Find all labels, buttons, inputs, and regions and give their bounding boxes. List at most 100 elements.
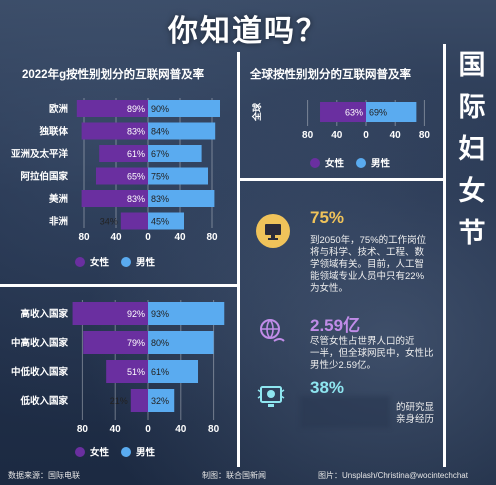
legend-label-male: 男性	[371, 158, 391, 170]
x-tick-label: 40	[174, 232, 186, 243]
x-tick-label: 80	[77, 424, 89, 435]
x-tick-label: 40	[110, 424, 122, 435]
x-tick-label: 40	[390, 130, 402, 141]
data-label-female: 61%	[127, 149, 145, 159]
header: 你知道吗？	[0, 0, 496, 48]
stat-text-1: 到2050年，75%的工作岗位 将与科学、技术、工程、数 学领域有关。目前，人工…	[310, 235, 427, 294]
side-title-char: 国	[458, 50, 486, 80]
bar-male	[148, 167, 208, 185]
bar-female	[106, 360, 148, 383]
x-tick-label: 80	[208, 424, 220, 435]
footer-photo-credit: 图片：Unsplash/Christina@wocintechchat	[318, 471, 468, 480]
bar-female	[96, 167, 148, 185]
data-label-male: 80%	[151, 338, 169, 348]
chart-regions: 80 40 0 40 80 89% 90% 欧洲 83% 84% 独联体 61% 67% 亚洲及太平洋 65…	[11, 98, 220, 269]
side-title-char: 妇	[458, 134, 486, 164]
bar-male	[148, 360, 199, 383]
stat-text-2: 尽管女性占世界人口的近 一半，但全球网民中，女性比 男性少2.59亿。	[310, 336, 434, 371]
category-label: 独联体	[38, 126, 68, 138]
legend-swatch-female	[75, 257, 85, 267]
bar-female	[99, 145, 148, 162]
bar-male	[148, 212, 184, 230]
legend-swatch-male	[121, 257, 131, 267]
bar-female	[120, 212, 148, 230]
x-tick-label: 80	[78, 232, 90, 243]
legend-swatch-male	[356, 158, 366, 168]
bar-male	[366, 102, 417, 122]
data-label-male: 32%	[151, 396, 169, 406]
category-label: 阿拉伯国家	[20, 171, 68, 183]
x-tick-label: 40	[331, 130, 343, 141]
divider-horizontal-right	[240, 178, 446, 181]
x-tick-label: 40	[110, 232, 122, 243]
category-label: 中高收入国家	[11, 337, 69, 349]
stat-number-3: 38%	[310, 378, 345, 397]
chart-income: 80 40 0 40 80 92% 93% 高收入国家 79% 80% 中高收入国家 51% 61% 中低…	[11, 300, 225, 459]
globe-hand-icon	[256, 315, 288, 347]
bar-male	[148, 302, 225, 325]
photo-overlay	[300, 396, 390, 428]
bar-female	[130, 389, 148, 412]
data-label-female: 92%	[127, 309, 145, 319]
divider-horizontal-left	[0, 284, 240, 287]
data-label-female: 79%	[127, 338, 145, 348]
bar-male	[148, 100, 220, 117]
data-label-female: 51%	[127, 367, 145, 377]
chart-title-regions: 2022年g按性别划分的互联网普及率	[22, 69, 205, 81]
data-label-male: 90%	[151, 104, 169, 114]
bar-female	[72, 302, 148, 325]
side-title-char: 女	[458, 176, 486, 206]
computer-icon	[256, 214, 290, 248]
data-label-female: 83%	[127, 194, 145, 204]
data-label-male: 84%	[151, 127, 169, 137]
x-tick-label: 80	[419, 130, 431, 141]
bar-female	[81, 122, 148, 140]
category-label: 中低收入国家	[11, 366, 69, 378]
data-label-female: 65%	[127, 172, 145, 182]
divider-vertical-right	[443, 44, 446, 467]
x-tick-label: 80	[302, 130, 314, 141]
footer-producer: 制图：联合国新闻	[202, 471, 266, 480]
category-label: 全球	[251, 102, 262, 122]
data-label-male: 67%	[151, 149, 169, 159]
data-label-male: 83%	[151, 194, 169, 204]
side-title-char: 际	[458, 92, 486, 122]
category-label: 欧洲	[49, 103, 68, 115]
x-tick-label: 0	[363, 130, 369, 141]
x-tick-label: 0	[145, 232, 151, 243]
stat-number-1: 75%	[310, 208, 345, 227]
category-label: 高收入国家	[20, 308, 68, 320]
divider-vertical-center	[237, 52, 240, 467]
category-label: 亚洲及太平洋	[11, 148, 69, 160]
bar-male	[148, 145, 202, 162]
bar-female	[83, 331, 148, 354]
category-label: 美洲	[48, 193, 68, 205]
bar-male	[148, 331, 214, 354]
bar-male	[148, 190, 215, 207]
data-label-male: 69%	[369, 108, 387, 118]
data-label-female: 89%	[127, 104, 145, 114]
skull-computer-icon	[256, 382, 286, 412]
x-tick-label: 40	[175, 424, 187, 435]
chart-title-global: 全球按性别划分的互联网普及率	[250, 69, 411, 81]
footer-source: 数据来源：国际电联	[8, 471, 80, 480]
legend-swatch-female	[75, 447, 85, 457]
data-label-female: 63%	[345, 108, 363, 118]
legend-label-male: 男性	[136, 257, 156, 269]
data-label-female: 83%	[127, 127, 145, 137]
legend-swatch-female	[310, 158, 320, 168]
data-label-female: 21%	[110, 396, 128, 406]
data-label-male: 61%	[151, 367, 169, 377]
legend-label-female: 女性	[90, 447, 110, 459]
bar-male	[148, 122, 216, 140]
data-label-male: 93%	[151, 309, 169, 319]
category-label: 非洲	[49, 216, 68, 228]
legend-label-female: 女性	[90, 257, 110, 269]
legend-swatch-male	[121, 447, 131, 457]
bar-female	[81, 190, 148, 207]
stat-text-3: 的研究显 亲身经历	[396, 402, 435, 425]
side-title: 国 际 妇 女 节	[452, 44, 492, 264]
category-label: 低收入国家	[19, 395, 68, 407]
x-tick-label: 80	[206, 232, 218, 243]
